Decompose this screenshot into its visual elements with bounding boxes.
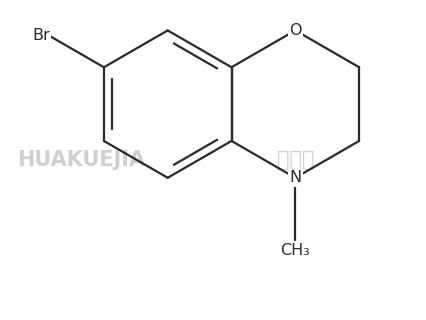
Text: CH₃: CH₃ xyxy=(280,243,310,258)
Text: O: O xyxy=(289,23,302,38)
Text: N: N xyxy=(289,170,302,185)
Text: Br: Br xyxy=(32,28,50,44)
Text: 化学加: 化学加 xyxy=(276,150,314,170)
Text: HUAKUEJIA: HUAKUEJIA xyxy=(17,150,146,170)
